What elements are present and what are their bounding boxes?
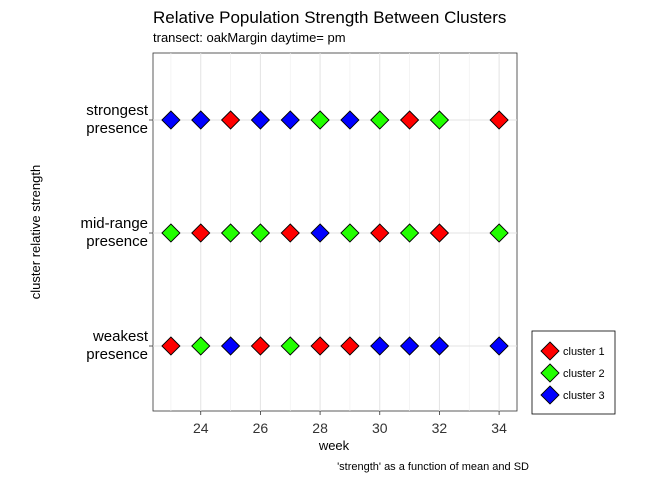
data-point: [161, 223, 181, 243]
data-point: [429, 336, 450, 356]
data-point: [161, 110, 181, 130]
data-point: [399, 110, 420, 130]
data-point: [429, 110, 450, 130]
data-point: [220, 336, 241, 356]
plot-panel: [152, 52, 518, 412]
data-points: [161, 110, 509, 356]
data-point: [310, 223, 330, 243]
caption: 'strength' as a function of mean and SD: [337, 461, 529, 473]
data-point: [220, 110, 241, 130]
data-point: [310, 336, 330, 356]
data-point: [340, 223, 360, 243]
y-tick-label: strongest: [86, 102, 149, 119]
x-tick-label: 30: [372, 420, 388, 436]
legend-key: [540, 341, 560, 361]
x-tick-label: 24: [193, 420, 209, 436]
data-point: [250, 336, 271, 356]
y-tick-label: presence: [86, 346, 148, 363]
y-tick-label: mid-range: [80, 215, 148, 232]
y-tick-label: presence: [86, 120, 148, 137]
x-tick-label: 28: [312, 420, 328, 436]
legend: cluster 1 cluster 2 cluster 3: [531, 330, 616, 415]
data-point: [310, 110, 330, 130]
data-point: [340, 336, 360, 356]
data-point: [370, 223, 390, 243]
data-point: [280, 336, 300, 356]
data-point: [161, 336, 181, 356]
y-tick-label: weakest: [92, 328, 149, 345]
data-point: [340, 110, 360, 130]
data-point: [250, 110, 271, 130]
legend-label: cluster 2: [563, 368, 605, 380]
data-point: [280, 110, 300, 130]
y-axis: weakestpresencemid-rangepresencestronges…: [80, 102, 153, 363]
chart-subtitle: transect: oakMargin daytime= pm: [153, 30, 346, 45]
legend-label: cluster 3: [563, 390, 605, 402]
x-axis-label: week: [318, 438, 350, 453]
data-point: [429, 223, 450, 243]
data-point: [280, 223, 300, 243]
data-point: [220, 223, 241, 243]
data-point: [191, 336, 211, 356]
legend-label: cluster 1: [563, 346, 605, 358]
chart-title: Relative Population Strength Between Clu…: [153, 8, 506, 27]
data-point: [250, 223, 271, 243]
y-axis-label: cluster relative strength: [28, 165, 43, 299]
legend-key: [540, 363, 560, 383]
data-point: [370, 110, 390, 130]
x-tick-label: 32: [432, 420, 448, 436]
data-point: [370, 336, 390, 356]
x-axis: 24 26 28 30 32 34: [193, 411, 507, 436]
data-point: [191, 110, 211, 130]
data-point: [399, 223, 420, 243]
data-point: [489, 223, 509, 243]
x-tick-label: 34: [491, 420, 507, 436]
y-tick-label: presence: [86, 233, 148, 250]
x-tick-label: 26: [253, 420, 269, 436]
data-point: [191, 223, 211, 243]
legend-key: [540, 385, 560, 405]
data-point: [489, 110, 509, 130]
data-point: [489, 336, 509, 356]
plot-border: [152, 52, 518, 412]
data-point: [399, 336, 420, 356]
